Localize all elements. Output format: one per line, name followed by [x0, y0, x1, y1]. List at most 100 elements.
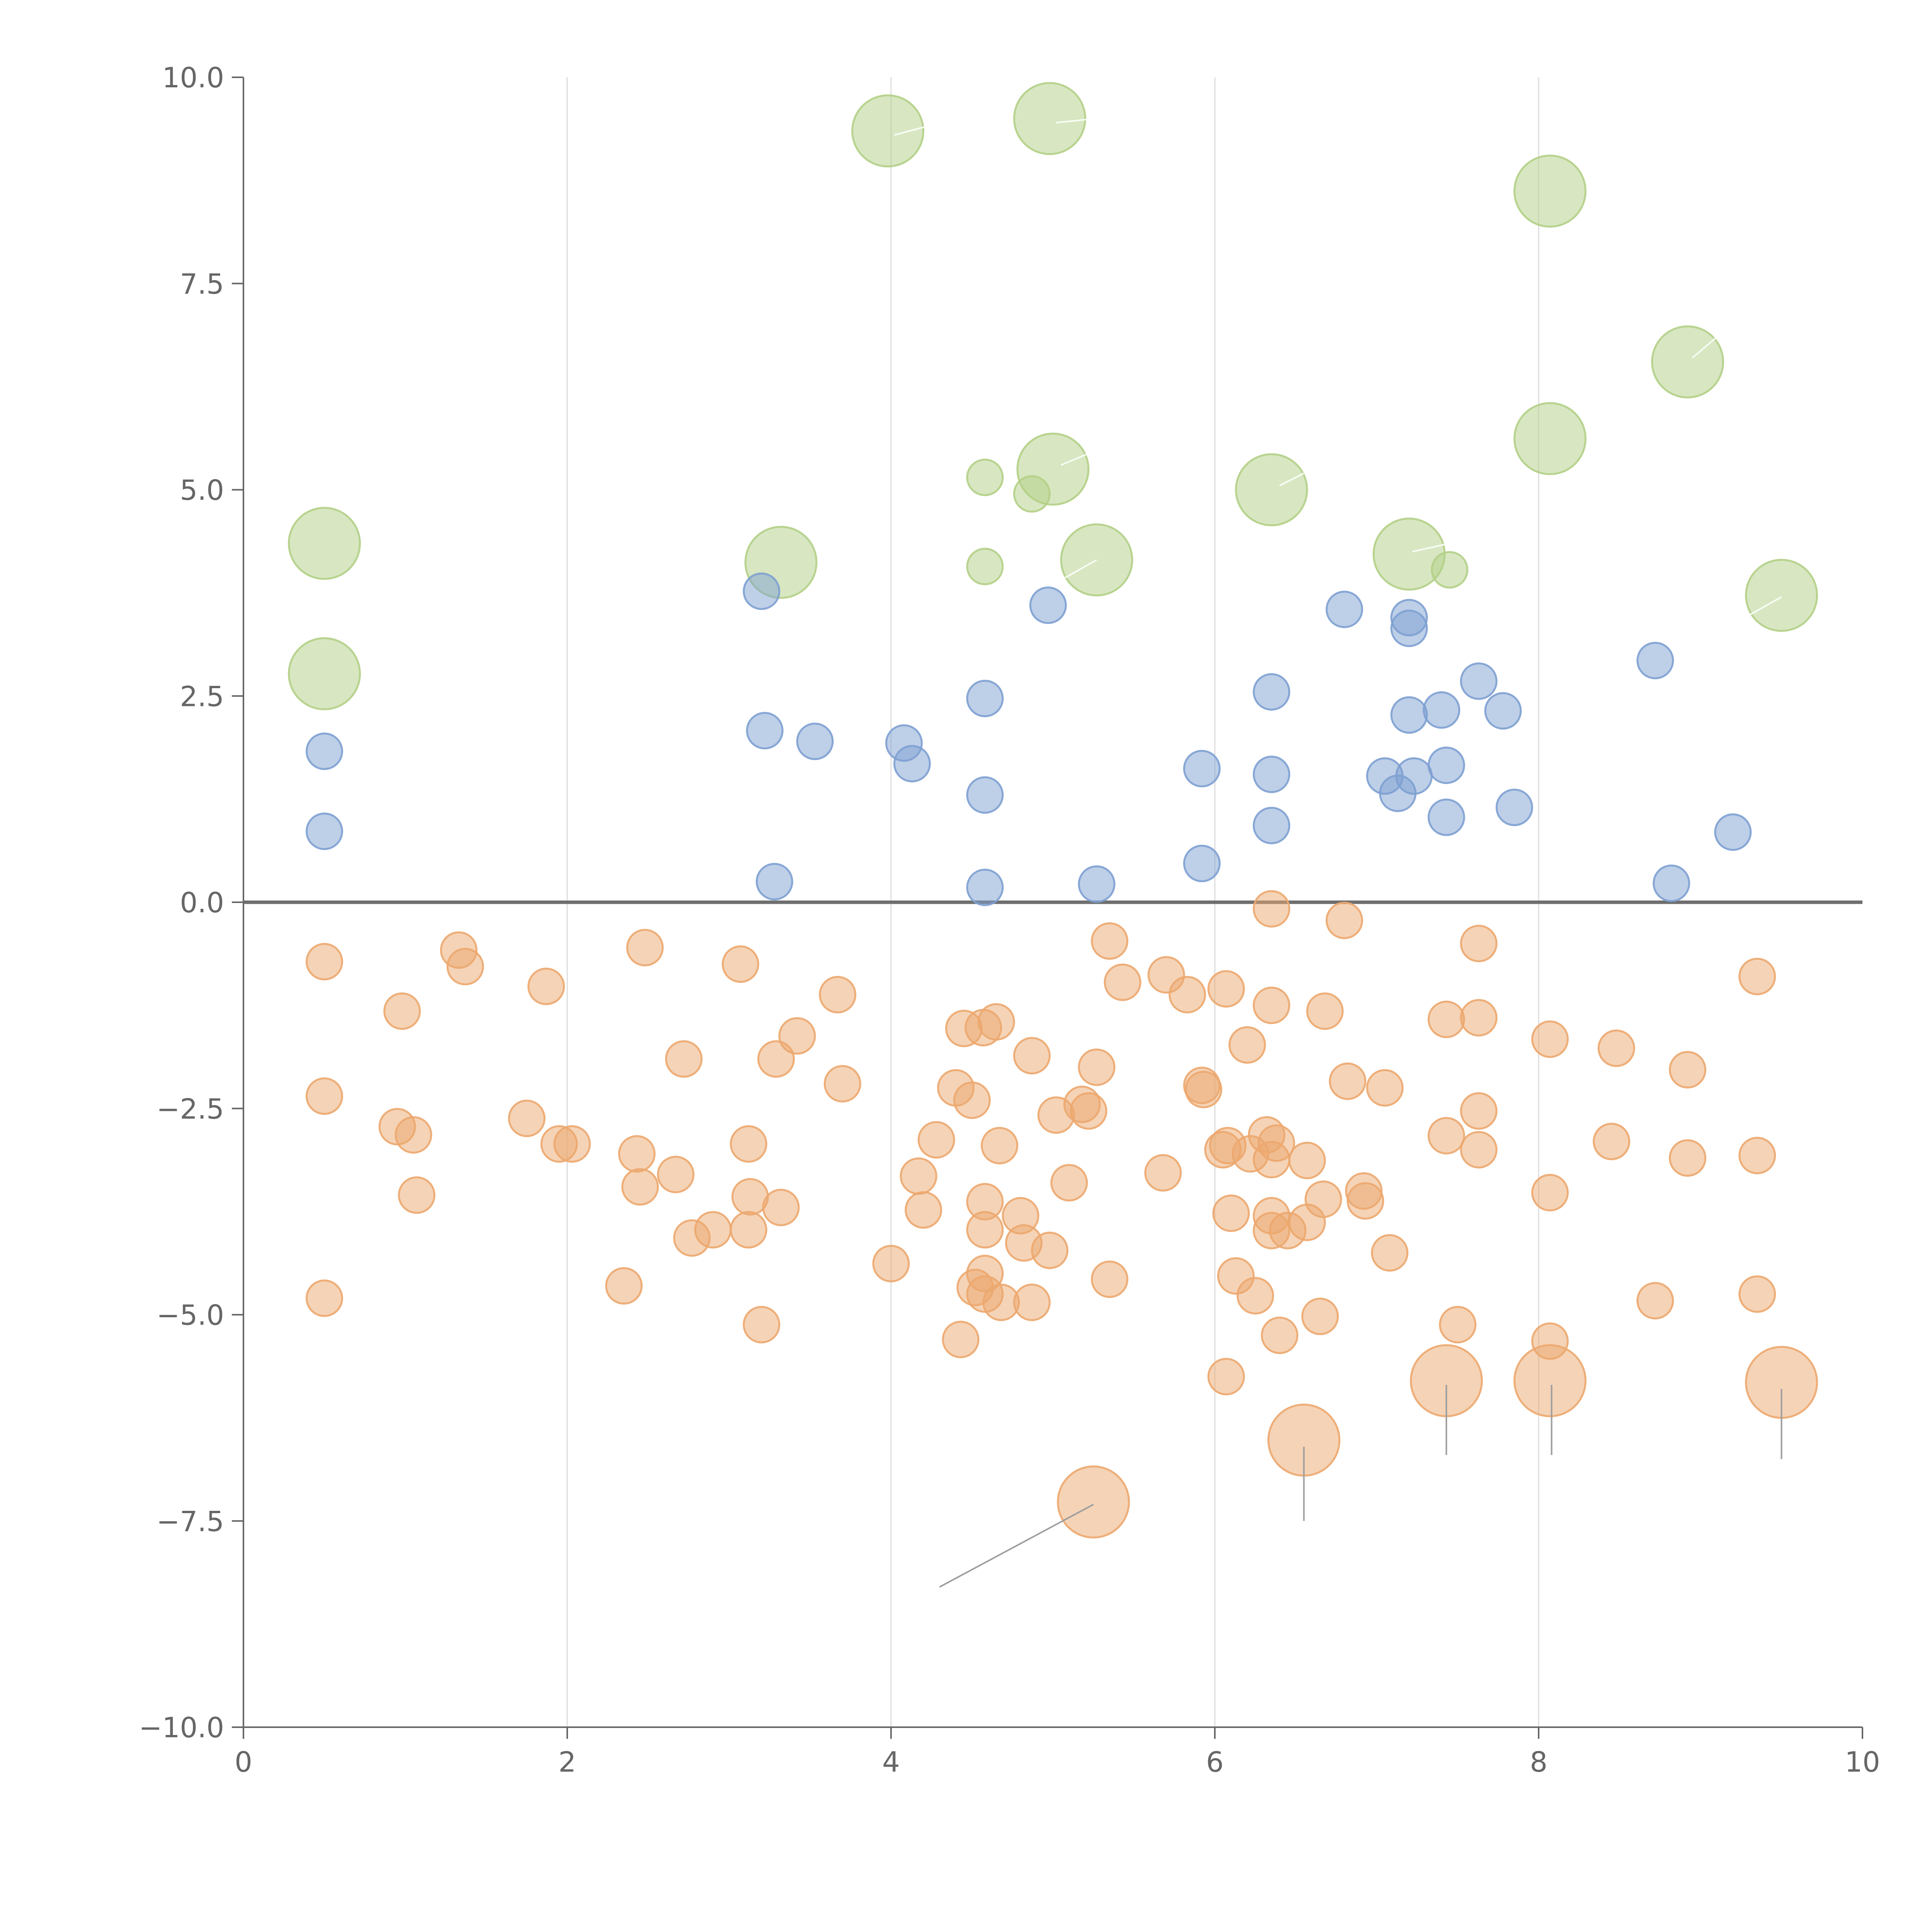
y-tick-label: 10.0 [162, 61, 224, 94]
y-tick-label: −2.5 [156, 1093, 224, 1125]
point-orange [1460, 1131, 1498, 1168]
point-blue [746, 712, 784, 750]
point-green [966, 458, 1004, 496]
point-blue [1253, 673, 1291, 711]
point-orange [1013, 1037, 1051, 1075]
point-orange [508, 1099, 546, 1137]
series-orange [306, 890, 1818, 1539]
point-orange [1531, 1174, 1569, 1212]
point-orange [1185, 1071, 1223, 1109]
point-orange [905, 1191, 942, 1229]
point-orange [1207, 970, 1245, 1008]
point-green [966, 548, 1004, 585]
point-orange [1091, 922, 1129, 960]
point-orange [395, 1116, 432, 1154]
point-green [288, 507, 361, 580]
point-orange [1031, 1231, 1069, 1269]
point-orange [1207, 1358, 1245, 1396]
point-orange [1460, 1092, 1498, 1130]
point-orange [1288, 1141, 1326, 1179]
point-orange [981, 1127, 1019, 1165]
point-blue [966, 869, 1004, 906]
annotation-leader-faint [1692, 337, 1718, 359]
point-blue [1253, 755, 1291, 793]
point-orange [1738, 1136, 1776, 1174]
y-tick-label: 7.5 [180, 268, 224, 300]
y-tick-label: 0.0 [180, 886, 224, 919]
x-tick-label: 10 [1845, 1746, 1880, 1778]
point-orange [605, 1267, 643, 1305]
point-orange [917, 1121, 955, 1159]
point-orange [823, 1065, 861, 1103]
point-orange [1212, 1194, 1250, 1232]
point-green [1013, 82, 1087, 155]
point-blue [1636, 641, 1674, 679]
point-orange [966, 1211, 1004, 1249]
point-blue [1653, 864, 1690, 902]
point-orange [1439, 1306, 1476, 1344]
point-orange [1301, 1298, 1339, 1335]
point-orange [1460, 999, 1498, 1037]
point-blue [1183, 750, 1221, 787]
point-green [1651, 325, 1724, 399]
point-blue [1460, 662, 1498, 700]
annotation-leader-faint [1061, 449, 1097, 466]
point-blue [1078, 865, 1116, 903]
point-orange [1104, 963, 1141, 1001]
point-orange [942, 1321, 980, 1359]
data-points [288, 82, 1818, 1539]
y-tick-label: −7.5 [156, 1505, 224, 1537]
point-orange [626, 929, 664, 966]
point-orange [1738, 1275, 1776, 1313]
point-blue [1183, 845, 1221, 883]
point-blue [966, 680, 1004, 718]
annotation-leader-faint [1412, 543, 1450, 553]
point-orange [1329, 1062, 1367, 1100]
point-orange [762, 1189, 800, 1226]
point-orange [1668, 1051, 1706, 1088]
point-blue [306, 732, 343, 770]
point-orange [872, 1245, 910, 1282]
point-green [1745, 559, 1818, 632]
x-tick-label: 4 [882, 1746, 900, 1778]
point-blue [1427, 798, 1465, 836]
point-blue [306, 812, 343, 850]
point-orange [1366, 1069, 1404, 1107]
y-tick-label: −5.0 [156, 1299, 224, 1332]
point-orange [1253, 986, 1291, 1024]
x-tick-label: 6 [1206, 1746, 1224, 1778]
point-orange [1037, 1096, 1075, 1134]
point-orange [1236, 1277, 1274, 1315]
point-orange [1636, 1282, 1674, 1320]
y-tick-label: 5.0 [180, 474, 224, 507]
point-orange [1513, 1344, 1587, 1417]
point-orange [1306, 992, 1344, 1030]
point-blue [1029, 586, 1067, 624]
point-orange [1228, 1026, 1266, 1064]
point-orange [757, 1040, 795, 1078]
point-blue [1390, 609, 1428, 647]
point-orange [665, 1040, 703, 1078]
point-orange [527, 968, 565, 1005]
point-blue [1325, 590, 1363, 628]
point-orange [657, 1156, 695, 1194]
point-orange [982, 1283, 1020, 1321]
point-green [288, 637, 361, 711]
point-orange [673, 1219, 711, 1257]
point-orange [1253, 890, 1291, 928]
point-orange [900, 1157, 937, 1195]
point-orange [721, 945, 759, 983]
point-orange [1269, 1212, 1307, 1250]
x-tick-label: 2 [558, 1746, 576, 1778]
point-blue [1390, 696, 1428, 734]
point-orange [621, 1168, 659, 1206]
point-orange [1427, 1117, 1465, 1155]
point-orange [953, 1081, 991, 1119]
point-orange [1253, 1141, 1291, 1179]
point-blue [1379, 774, 1417, 812]
point-orange [1460, 925, 1498, 963]
point-blue [1714, 813, 1752, 851]
point-blue [755, 863, 793, 901]
point-green [1235, 453, 1308, 526]
point-blue [1484, 692, 1522, 730]
